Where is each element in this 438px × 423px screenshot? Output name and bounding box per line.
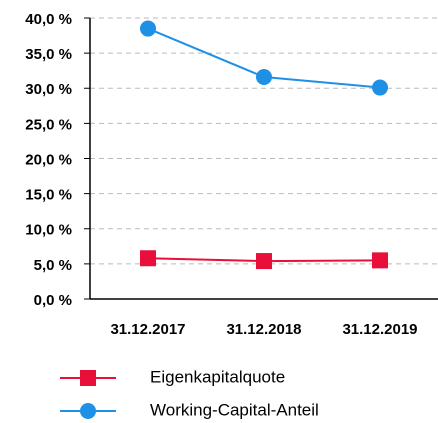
y-tick-label: 20,0 % [25,151,72,168]
y-tick-label: 5,0 % [34,257,72,274]
x-tick-label: 31.12.2019 [342,321,417,338]
y-tick-label: 25,0 % [25,116,72,133]
y-tick-label: 30,0 % [25,81,72,98]
data-point [372,252,388,269]
data-point [256,253,272,270]
y-tick-label: 35,0 % [25,46,72,63]
data-point [140,20,156,37]
legend-marker [80,370,96,386]
y-tick-label: 15,0 % [25,187,72,204]
x-tick-label: 31.12.2017 [110,321,185,338]
y-tick-label: 0,0 % [34,292,72,309]
legend-label: Working-Capital-Anteil [150,400,319,419]
legend-marker [80,403,96,419]
data-point [372,79,388,96]
y-tick-label: 40,0 % [25,11,72,28]
data-point [256,69,272,86]
y-tick-label: 10,0 % [25,222,72,239]
legend-label: Eigenkapitalquote [150,367,285,386]
data-point [140,250,156,267]
x-tick-label: 31.12.2018 [226,321,301,338]
